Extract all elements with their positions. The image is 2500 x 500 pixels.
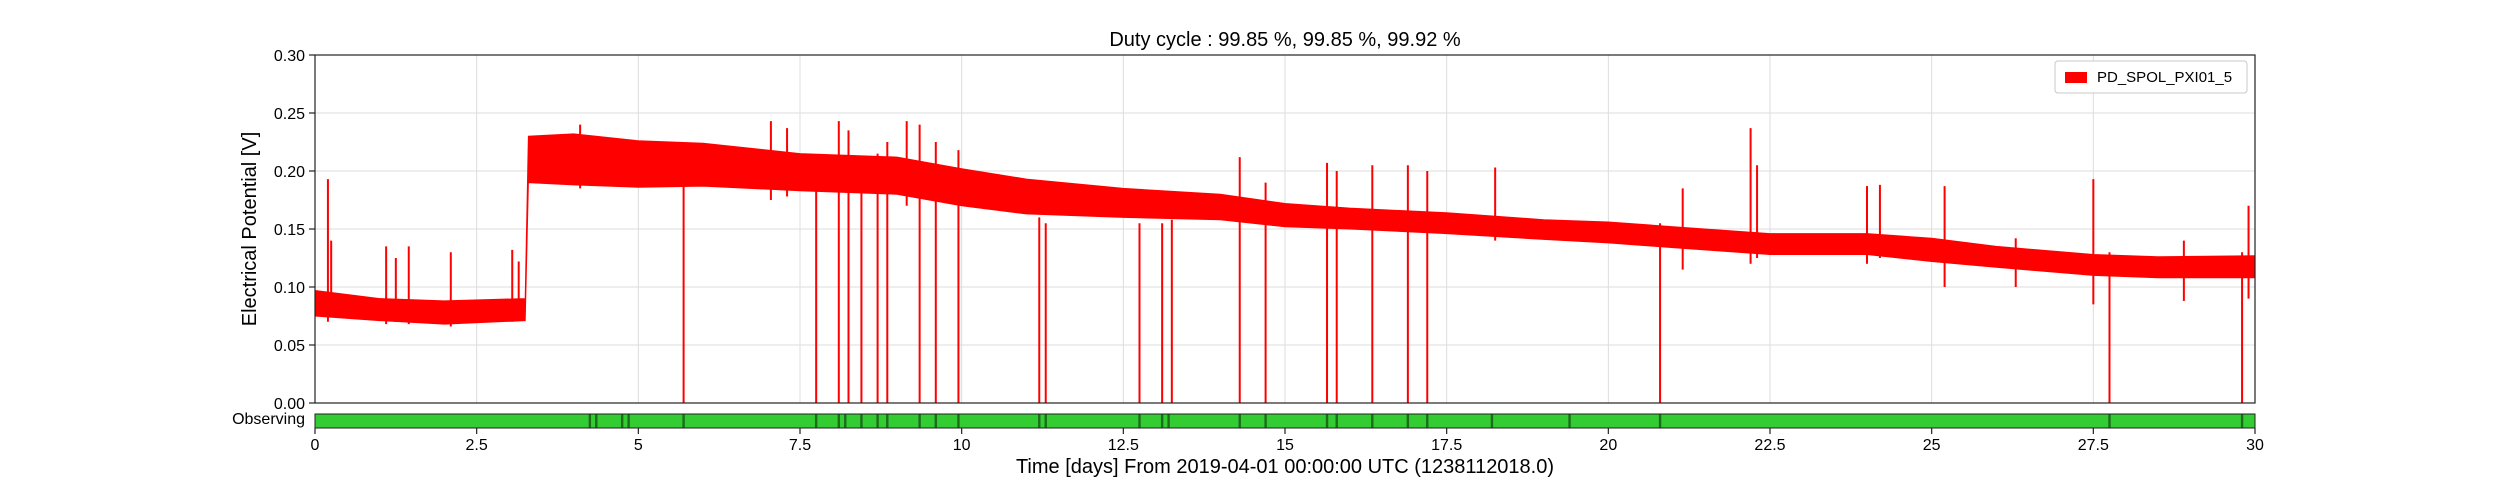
legend: PD_SPOL_PXI01_5	[2054, 60, 2248, 94]
state-bar-gap-18	[1167, 414, 1170, 428]
x-tick-label-4: 10	[953, 437, 971, 454]
chart-title: Duty cycle : 99.85 %, 99.85 %, 99.92 %	[1109, 29, 1461, 51]
data-series-spikes	[326, 121, 2250, 403]
state-bar-gap-27	[1568, 414, 1571, 428]
state-bar-gap-1	[595, 414, 598, 428]
x-tick-label-2: 5	[634, 437, 643, 454]
state-bar-gap-16	[1138, 414, 1141, 428]
state-bar-gap-4	[682, 414, 685, 428]
y-tick-label-5: 0.25	[274, 106, 305, 123]
state-bar-gap-23	[1371, 414, 1374, 428]
state-bar-gap-5	[814, 414, 818, 428]
state-bar-observing	[314, 413, 2256, 429]
state-bar-label: Observing	[232, 411, 305, 428]
legend-frame	[2054, 60, 2248, 94]
x-tick-label-5: 12.5	[1108, 437, 1139, 454]
state-bar-gap-7	[844, 414, 847, 428]
x-tick-label-1: 2.5	[466, 437, 488, 454]
x-tick-label-3: 7.5	[789, 437, 811, 454]
state-bar-gap-24	[1406, 414, 1410, 428]
state-bar-gap-9	[876, 414, 879, 428]
state-bar-gap-10	[886, 414, 889, 428]
state-bar-gap-22	[1335, 414, 1338, 428]
legend-entry-label: PD_SPOL_PXI01_5	[2097, 69, 2232, 86]
state-bar-gap-29	[2108, 414, 2111, 428]
state-bar-gap-21	[1325, 414, 1329, 428]
state-bar-gap-3	[627, 414, 630, 428]
state-bar-gap-8	[860, 414, 863, 428]
state-bar-gap-19	[1238, 414, 1241, 428]
state-bar-gap-28	[1658, 414, 1662, 428]
y-axis-ticks: 0.00 0.05 0.10 0.15 0.20 0.25 0.30	[274, 48, 315, 413]
x-tick-label-6: 15	[1276, 437, 1294, 454]
state-bar-gap-14	[1038, 414, 1041, 428]
x-tick-label-7: 17.5	[1431, 437, 1462, 454]
x-tick-label-8: 20	[1599, 437, 1617, 454]
y-tick-label-4: 0.20	[274, 164, 305, 181]
state-bar-gap-30	[2240, 414, 2244, 428]
state-bar-gap-12	[934, 414, 937, 428]
y-tick-label-1: 0.05	[274, 338, 305, 355]
x-axis-label: Time [days] From 2019-04-01 00:00:00 UTC…	[1016, 456, 1554, 478]
y-tick-label-2: 0.10	[274, 280, 305, 297]
y-tick-label-0: 0.00	[274, 396, 305, 413]
x-tick-label-11: 27.5	[2078, 437, 2109, 454]
state-bar-fill	[315, 414, 2255, 428]
legend-swatch	[2065, 72, 2087, 83]
x-tick-label-12: 30	[2246, 437, 2264, 454]
state-bar-gap-2	[620, 414, 624, 428]
y-tick-label-3: 0.15	[274, 222, 305, 239]
state-bar-gap-13	[957, 414, 960, 428]
state-bar-gap-25	[1426, 414, 1429, 428]
grid	[315, 55, 2255, 403]
state-bar-gap-6	[837, 414, 840, 428]
state-bar-gap-26	[1490, 414, 1494, 428]
x-tick-label-10: 25	[1923, 437, 1941, 454]
state-bar-gap-11	[918, 414, 921, 428]
state-bar-gap-0	[588, 414, 592, 428]
x-tick-label-0: 0	[311, 437, 320, 454]
x-axis-ticks: 0 2.5 5 7.5 10 12.5 15 17.5 20 22.5 25 27.5 30	[311, 428, 2264, 454]
y-tick-label-6: 0.30	[274, 48, 305, 65]
state-bar-gap-20	[1264, 414, 1267, 428]
x-tick-label-9: 22.5	[1754, 437, 1785, 454]
state-bar-gap-15	[1044, 414, 1047, 428]
state-bar-gap-17	[1160, 414, 1164, 428]
y-axis-label: Electrical Potential [V]	[239, 132, 261, 327]
